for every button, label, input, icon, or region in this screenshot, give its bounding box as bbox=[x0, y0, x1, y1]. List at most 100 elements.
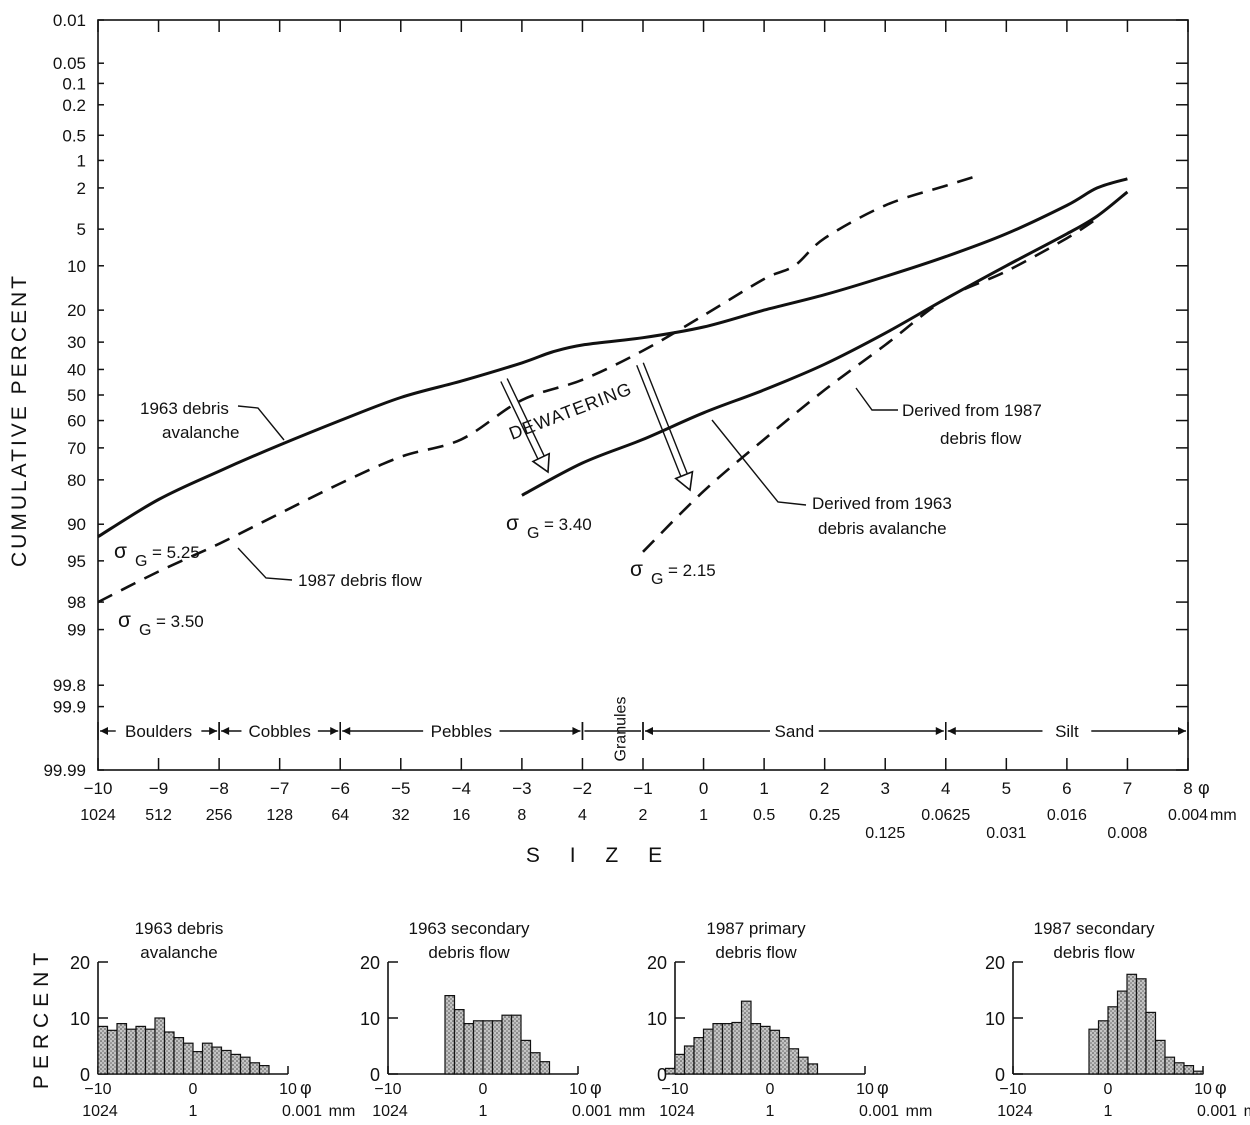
svg-text:= 3.50: = 3.50 bbox=[156, 612, 204, 631]
hist-bar bbox=[1135, 978, 1147, 1075]
y-tick-label: 0.2 bbox=[62, 96, 86, 115]
leader-derived-1987 bbox=[855, 387, 898, 411]
size-class-label: Silt bbox=[1055, 722, 1079, 741]
phi-tick-label: −2 bbox=[573, 779, 592, 798]
hist-y-tick-label: 20 bbox=[360, 953, 380, 973]
hist-bar bbox=[731, 1021, 743, 1075]
size-class-label: Cobbles bbox=[248, 722, 310, 741]
hist-y-tick-label: 20 bbox=[985, 953, 1005, 973]
hist-phi-label: −10 bbox=[661, 1081, 688, 1098]
hist-mm-label: 1024 bbox=[82, 1103, 118, 1120]
hist-phi-label: −10 bbox=[999, 1081, 1026, 1098]
hist-mm-label: 0.001 bbox=[572, 1103, 612, 1120]
series-derived-1963 bbox=[521, 190, 1129, 497]
hist-bar bbox=[220, 1049, 232, 1075]
hist-bar bbox=[520, 1039, 532, 1075]
leader-derived-1963 bbox=[711, 419, 807, 506]
hist-phi-unit: φ bbox=[877, 1078, 889, 1098]
label-derived-1987-2: debris flow bbox=[940, 429, 1022, 448]
hist-bar bbox=[201, 1042, 213, 1075]
mm-tick-label: 64 bbox=[331, 807, 349, 824]
size-class-label: Sand bbox=[775, 722, 815, 741]
svg-text:G: G bbox=[651, 571, 663, 588]
sigma-label-340: σ G = 3.40 bbox=[506, 512, 592, 542]
mm-tick-label: 0.5 bbox=[753, 807, 775, 824]
hist-bar bbox=[1183, 1064, 1195, 1075]
hist-bar bbox=[797, 1056, 809, 1075]
y-tick-label: 80 bbox=[67, 471, 86, 490]
hist-bar bbox=[1116, 990, 1128, 1075]
mm-tick-label: 32 bbox=[392, 807, 410, 824]
label-1963-avalanche-2: avalanche bbox=[162, 423, 240, 442]
y-tick-label: 60 bbox=[67, 412, 86, 431]
hist-bar bbox=[1097, 1020, 1109, 1075]
svg-text:σ: σ bbox=[630, 558, 643, 581]
y-tick-label: 0.1 bbox=[62, 74, 86, 93]
phi-tick-label: −7 bbox=[270, 779, 289, 798]
y-tick-label: 30 bbox=[67, 333, 86, 352]
y-axis-label: CUMULATIVE PERCENT bbox=[8, 273, 31, 567]
hist-mm-unit: mm bbox=[906, 1103, 933, 1120]
hist-bar bbox=[721, 1022, 733, 1075]
hist-bar bbox=[249, 1062, 261, 1075]
hist-phi-label: 0 bbox=[479, 1081, 488, 1098]
hist-bar bbox=[683, 1045, 695, 1075]
leader-1963-avalanche bbox=[237, 405, 285, 441]
phi-tick-label: −4 bbox=[452, 779, 471, 798]
y-tick-label: 50 bbox=[67, 386, 86, 405]
hist-bar bbox=[788, 1048, 800, 1075]
hist-bar bbox=[258, 1064, 270, 1075]
svg-text:= 3.40: = 3.40 bbox=[544, 515, 592, 534]
leader-1987-flow bbox=[237, 547, 293, 581]
hist-bar bbox=[750, 1022, 762, 1075]
hist-mm-label: 1 bbox=[189, 1103, 198, 1120]
series-1987-flow bbox=[97, 174, 977, 604]
hist-bar bbox=[1145, 1011, 1157, 1075]
hist-mm-unit: mm bbox=[1244, 1103, 1250, 1120]
mm-tick-label: 0.008 bbox=[1107, 825, 1147, 842]
size-class-label: Pebbles bbox=[431, 722, 492, 741]
hist-phi-label: 10 bbox=[569, 1081, 587, 1098]
phi-tick-label: 7 bbox=[1123, 779, 1132, 798]
phi-tick-label: 1 bbox=[759, 779, 768, 798]
size-class-sand: Sand bbox=[642, 722, 947, 741]
sigma-label-215: σ G = 2.15 bbox=[630, 558, 716, 588]
label-1987-flow: 1987 debris flow bbox=[298, 571, 423, 590]
y-tick-label: 1 bbox=[77, 151, 86, 170]
svg-text:= 5.25: = 5.25 bbox=[152, 543, 200, 562]
hist-y-tick-label: 10 bbox=[647, 1009, 667, 1029]
hist-mm-label: 0.001 bbox=[1197, 1103, 1237, 1120]
hist-bar bbox=[239, 1056, 251, 1075]
phi-tick-label: −9 bbox=[149, 779, 168, 798]
hist-title-2: debris flow bbox=[1053, 943, 1135, 962]
mm-tick-label: 1024 bbox=[80, 807, 116, 824]
y-tick-label: 20 bbox=[67, 301, 86, 320]
phi-tick-label: −3 bbox=[512, 779, 531, 798]
mm-unit-label: mm bbox=[1210, 807, 1237, 824]
hist-bar bbox=[807, 1063, 819, 1075]
hist-bar bbox=[501, 1014, 513, 1075]
hist-bar bbox=[135, 1025, 147, 1075]
hist-bar bbox=[125, 1028, 137, 1075]
hist-mm-label: 1 bbox=[1104, 1103, 1113, 1120]
y-tick-label: 40 bbox=[67, 360, 86, 379]
hist-title-2: debris flow bbox=[715, 943, 797, 962]
hist-bar bbox=[1088, 1028, 1100, 1075]
hist-bar bbox=[444, 994, 456, 1075]
hist-phi-label: −10 bbox=[374, 1081, 401, 1098]
svg-text:G: G bbox=[527, 525, 539, 542]
hist-bar bbox=[453, 1008, 465, 1075]
y-tick-label: 99.9 bbox=[53, 698, 86, 717]
hist-bar bbox=[97, 1025, 109, 1075]
hist-mm-label: 0.001 bbox=[859, 1103, 899, 1120]
phi-tick-label: −5 bbox=[391, 779, 410, 798]
y-tick-label: 0.5 bbox=[62, 126, 86, 145]
hist-bar bbox=[1192, 1070, 1204, 1075]
hist-y-tick-label: 0 bbox=[995, 1065, 1005, 1085]
x-axis-label: S I Z E bbox=[526, 844, 674, 867]
hist-mm-label: 1024 bbox=[659, 1103, 695, 1120]
hist-bar bbox=[664, 1067, 676, 1075]
